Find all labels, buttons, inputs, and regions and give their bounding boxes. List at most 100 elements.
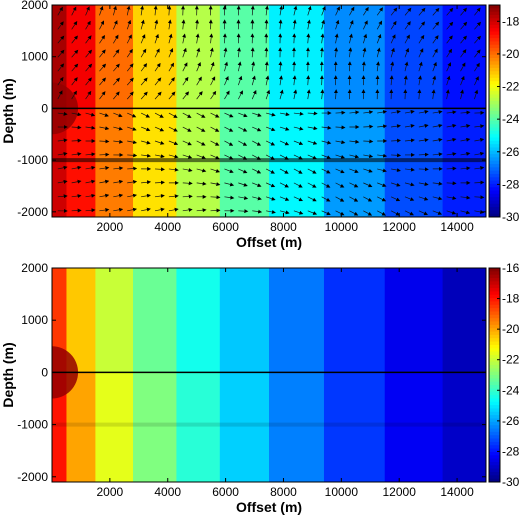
quiver-arrow [113, 34, 119, 44]
quiver-arrow [196, 91, 203, 100]
quiver-arrow [71, 35, 78, 44]
y-tick-label: 1000 [21, 313, 48, 327]
quiver-arrow [390, 7, 398, 16]
quiver-arrow [306, 75, 311, 86]
quiver-arrow [335, 125, 346, 130]
colorbar-swatch [489, 471, 500, 476]
colorbar-swatch [489, 438, 500, 443]
quiver-arrow [71, 21, 78, 30]
quiver-arrow [474, 137, 485, 142]
quiver-arrow [126, 63, 134, 72]
quiver-arrow [168, 91, 176, 100]
colorbar-swatch [489, 147, 500, 152]
quiver-arrow [404, 7, 412, 16]
colorbar-swatch [489, 150, 500, 155]
contour-band [176, 108, 221, 217]
colorbar-swatch [489, 371, 500, 376]
quiver-arrow [349, 139, 360, 144]
quiver-arrow [418, 196, 429, 201]
colorbar-swatch [489, 21, 500, 26]
quiver-arrow [363, 210, 373, 216]
quiver-arrow [266, 210, 276, 214]
colorbar-swatch [489, 18, 500, 23]
quiver-arrow [432, 75, 437, 86]
colorbar-swatch [489, 177, 500, 182]
quiver-arrow [432, 181, 443, 186]
quiver-arrow [238, 168, 248, 174]
quiver-arrow [320, 89, 325, 100]
quiver-arrow [266, 112, 276, 117]
colorbar-swatch [489, 458, 500, 463]
colorbar-swatch [489, 167, 500, 172]
quiver-arrow [113, 139, 124, 144]
quiver-arrow [99, 5, 104, 16]
quiver-arrow [446, 35, 453, 44]
quiver-arrow [307, 154, 317, 160]
quiver-arrow [57, 194, 68, 199]
colorbar-swatch [489, 415, 500, 419]
quiver-arrow [182, 91, 190, 100]
quiver-arrow [418, 152, 429, 157]
quiver-arrow [251, 89, 257, 100]
quiver-arrow [154, 19, 159, 30]
contour-band [269, 108, 325, 217]
quiver-arrow [57, 76, 64, 86]
colorbar-tick-label: -26 [502, 414, 520, 428]
quiver-arrow [236, 47, 241, 58]
quiver-arrow [238, 209, 249, 214]
quiver-arrow [321, 125, 332, 130]
quiver-arrow [224, 112, 234, 118]
quiver-arrow [154, 48, 160, 58]
colorbar-swatch [489, 160, 500, 165]
colorbar-swatch [489, 475, 500, 480]
quiver-arrow [196, 62, 201, 72]
quiver-arrow [348, 47, 353, 58]
quiver-arrow [334, 47, 339, 58]
quiver-arrow [474, 76, 479, 86]
colorbar-swatch [489, 31, 500, 36]
quiver-arrow [417, 75, 422, 86]
quiver-arrow [335, 210, 345, 216]
quiver-arrow [127, 207, 138, 212]
colorbar-swatch [489, 338, 500, 343]
quiver-arrow [182, 33, 187, 44]
quiver-arrow [140, 126, 151, 132]
quiver-arrow [113, 207, 124, 212]
contour-band [95, 268, 134, 373]
colorbar-tick-label: -24 [502, 112, 520, 126]
quiver-arrow [224, 61, 229, 72]
quiver-arrow [391, 109, 401, 114]
quiver-arrow [182, 47, 187, 58]
quiver-arrow [349, 20, 354, 30]
quiver-arrow [57, 179, 68, 184]
quiver-arrow [210, 140, 220, 146]
colorbar-swatch [489, 91, 500, 95]
quiver-arrow [140, 34, 146, 44]
quiver-arrow [154, 180, 165, 185]
colorbar-swatch [489, 341, 500, 346]
colorbar-swatch [489, 478, 500, 483]
quiver-arrow [377, 153, 388, 158]
quiver-arrow [71, 138, 82, 143]
quiver-arrow [404, 123, 415, 128]
quiver-arrow [293, 126, 304, 131]
colorbar-swatch [489, 378, 500, 383]
quiver-arrow [293, 5, 298, 16]
quiver-arrow [474, 166, 485, 170]
quiver-arrow [265, 75, 270, 86]
quiver-arrow [252, 112, 262, 117]
colorbar-swatch [489, 381, 500, 386]
quiver-arrow [391, 138, 402, 143]
quiver-arrow [432, 110, 443, 115]
quiver-arrow [391, 153, 402, 158]
quiver-arrow [363, 110, 374, 115]
quiver-arrow [209, 47, 214, 58]
quiver-arrow [321, 140, 332, 145]
colorbar-swatch [489, 41, 500, 46]
quiver-arrow [113, 20, 118, 30]
contour-band [323, 372, 386, 482]
contour-band [95, 372, 134, 482]
quiver-arrow [279, 210, 290, 215]
colorbar-swatch [489, 448, 500, 453]
contour-field [52, 268, 486, 482]
